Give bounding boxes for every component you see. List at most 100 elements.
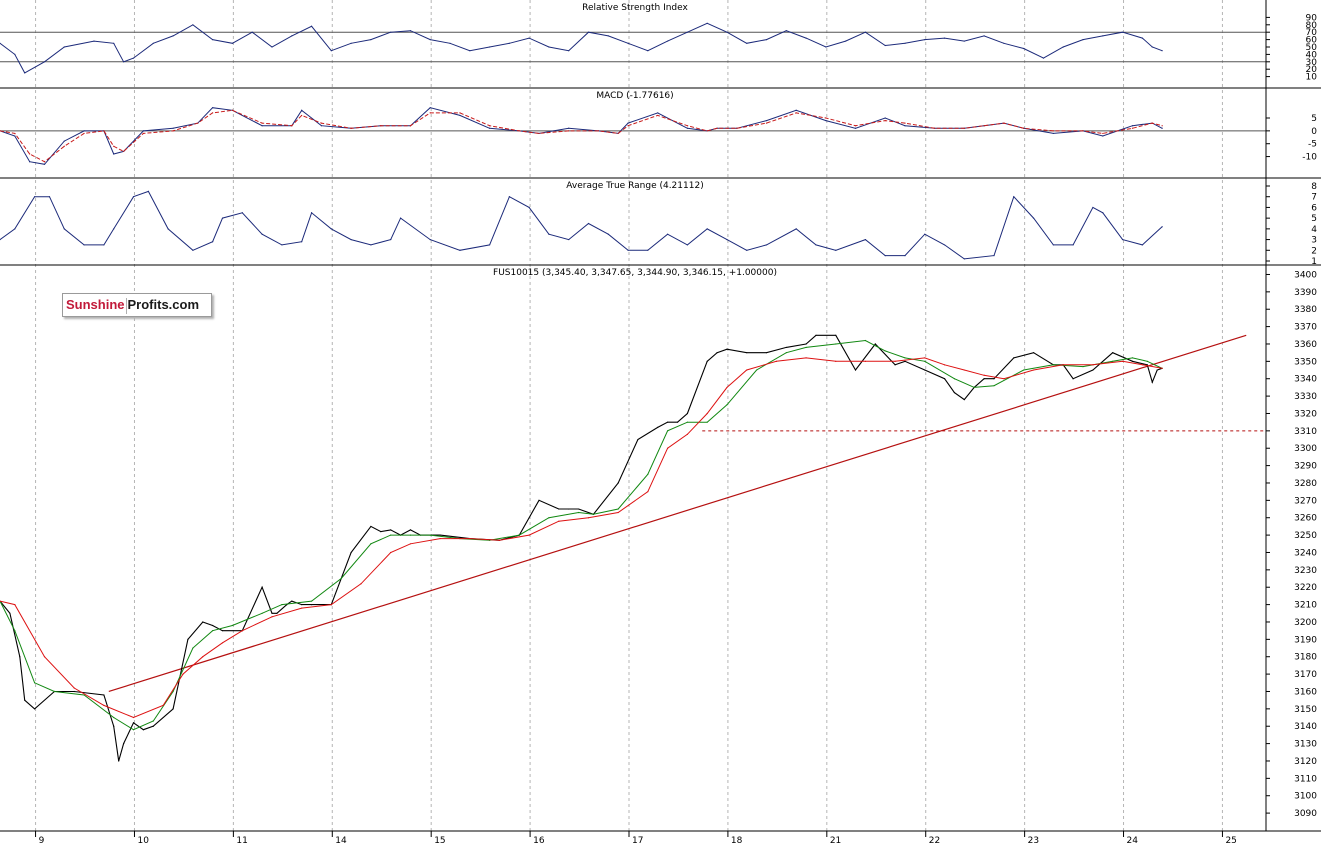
- y-tick-label: 3350: [1294, 357, 1317, 367]
- data-point: [271, 616, 273, 618]
- data-point: [795, 109, 797, 111]
- data-point: [43, 61, 46, 63]
- y-tick-label: 3190: [1294, 635, 1317, 645]
- data-point: [1003, 122, 1005, 124]
- data-point: [973, 386, 975, 389]
- data-point: [548, 46, 550, 48]
- data-point: [825, 117, 827, 119]
- data-point: [152, 725, 154, 727]
- data-point: [667, 447, 669, 449]
- x-tick-label: 11: [236, 836, 247, 844]
- data-point: [1141, 37, 1143, 39]
- data-point: [815, 244, 817, 246]
- data-point: [667, 421, 669, 423]
- x-tick-label: 17: [632, 836, 643, 844]
- y-tick-label: 3390: [1294, 288, 1317, 298]
- data-point: [429, 39, 431, 41]
- sunshine-profits-logo[interactable]: Sunshine Profits.com: [62, 293, 212, 317]
- data-point: [1032, 352, 1035, 354]
- data-point: [854, 125, 857, 127]
- data-point: [548, 517, 550, 519]
- data-point: [884, 44, 886, 47]
- data-point: [706, 412, 708, 415]
- data-point: [291, 600, 293, 602]
- data-point: [716, 352, 718, 354]
- data-point: [1023, 127, 1025, 129]
- data-point: [271, 46, 273, 48]
- y-tick-label: 3170: [1294, 670, 1317, 680]
- data-point: [310, 212, 313, 214]
- data-point: [83, 244, 85, 246]
- data-point: [320, 125, 323, 127]
- data-point: [83, 132, 85, 135]
- panel-title: Average True Range (4.21112): [566, 181, 703, 191]
- data-point: [746, 369, 748, 371]
- data-point: [904, 125, 906, 127]
- data-point: [350, 238, 352, 241]
- panel-0: [0, 22, 1266, 74]
- y-tick-label: 7: [1311, 193, 1317, 203]
- data-point: [172, 35, 174, 37]
- data-point: [924, 233, 926, 235]
- data-point: [1161, 367, 1163, 369]
- data-point: [212, 630, 214, 632]
- data-point: [657, 114, 659, 117]
- data-point: [1003, 42, 1005, 44]
- y-tick-label: 80: [1306, 21, 1318, 31]
- data-point: [1121, 238, 1124, 241]
- data-point: [894, 360, 896, 362]
- data-point: [142, 729, 145, 731]
- y-tick-label: 3: [1311, 236, 1317, 246]
- data-point: [24, 72, 26, 74]
- data-point: [617, 508, 619, 510]
- data-point: [993, 385, 995, 387]
- y-tick-label: 0: [1311, 127, 1317, 137]
- x-tick-label: 9: [39, 836, 45, 844]
- data-point: [172, 708, 174, 710]
- x-tick-label: 18: [731, 836, 743, 844]
- data-point: [488, 244, 491, 246]
- data-point: [884, 119, 886, 122]
- data-point: [1161, 127, 1163, 129]
- data-point: [48, 196, 51, 198]
- data-point: [686, 31, 688, 33]
- data-point: [132, 196, 135, 198]
- data-point: [835, 360, 837, 362]
- y-tick-label: -5: [1308, 140, 1317, 150]
- y-tick-label: 3150: [1294, 705, 1317, 715]
- data-point: [409, 543, 412, 545]
- data-point: [1062, 364, 1064, 366]
- data-point: [983, 374, 985, 376]
- data-point: [409, 529, 412, 531]
- data-point: [390, 529, 392, 531]
- x-tick-label: 14: [335, 836, 347, 844]
- data-point: [63, 145, 65, 147]
- data-point: [805, 37, 807, 39]
- data-point: [538, 499, 540, 501]
- data-point: [765, 244, 768, 246]
- series-slow-ma: [0, 357, 1163, 719]
- data-point: [429, 112, 431, 114]
- series-price: [0, 334, 1163, 762]
- data-point: [370, 543, 372, 545]
- data-point: [627, 125, 629, 127]
- data-point: [904, 357, 906, 359]
- data-point: [241, 630, 243, 632]
- data-point: [538, 132, 540, 135]
- data-point: [617, 511, 619, 514]
- data-point: [953, 392, 956, 394]
- data-point: [113, 42, 115, 44]
- data-point: [983, 378, 985, 380]
- data-point: [281, 604, 283, 606]
- data-point: [142, 130, 145, 132]
- data-point: [83, 694, 85, 696]
- data-point: [172, 127, 174, 129]
- data-point: [63, 228, 65, 230]
- data-point: [291, 35, 293, 37]
- data-point: [864, 238, 867, 241]
- data-point: [113, 153, 115, 155]
- data-point: [439, 534, 441, 536]
- x-tick-label: 23: [1028, 836, 1039, 844]
- data-point: [508, 196, 510, 198]
- data-point: [1131, 360, 1134, 362]
